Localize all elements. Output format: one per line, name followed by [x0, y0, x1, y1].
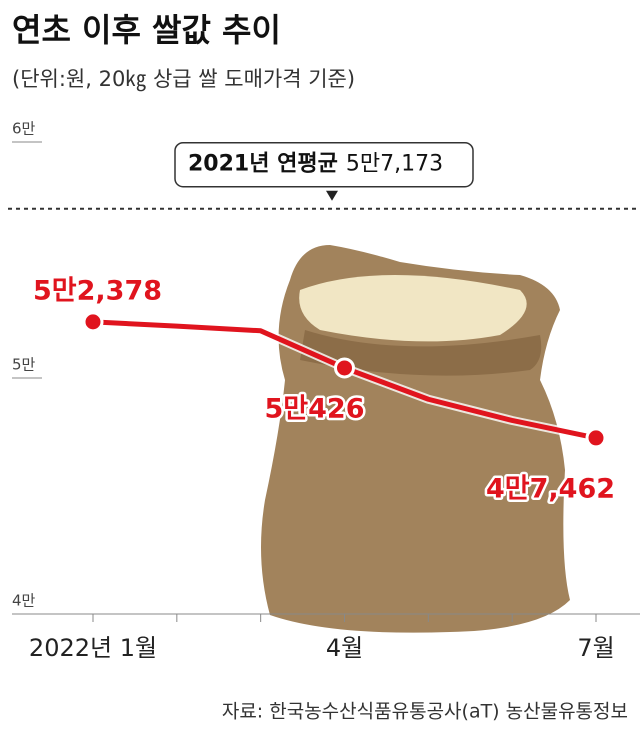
y-tick-label: 6만 — [12, 120, 36, 138]
rice — [299, 275, 527, 342]
point — [585, 427, 607, 449]
average-label: 2021년 연평균 5만7,173 — [188, 152, 443, 177]
value-label: 5만426 — [265, 393, 365, 424]
y-tick-label: 4만 — [12, 592, 36, 610]
x-tick-label: 7월 — [577, 634, 614, 662]
value-label: 4만7,462 — [486, 473, 615, 504]
chart-subtitle: (단위:원, 20㎏ 상급 쌀 도매가격 기준) — [12, 67, 355, 92]
average-pointer — [326, 190, 338, 201]
x-tick-label: 4월 — [326, 634, 363, 662]
average-label-text: 2021년 연평균 — [188, 152, 338, 177]
average-box — [174, 141, 474, 188]
point — [334, 357, 355, 379]
source: 자료: 한국농수산식품유통공사(aT) 농산물유통정보 — [222, 701, 628, 723]
average-callout: 2021년 연평균 5만7,173 — [174, 141, 474, 201]
x-tick-label: 2022년 1월 — [29, 634, 157, 662]
rice-bag-illustration — [261, 245, 570, 633]
point — [82, 311, 104, 333]
bag-fold — [300, 330, 542, 376]
value-label: 5만2,378 — [33, 275, 162, 306]
y-tick-label: 5만 — [12, 356, 36, 374]
average-value-label: 5만7,173 — [346, 152, 443, 177]
chart-title: 연초 이후 쌀값 추이 — [12, 11, 281, 49]
